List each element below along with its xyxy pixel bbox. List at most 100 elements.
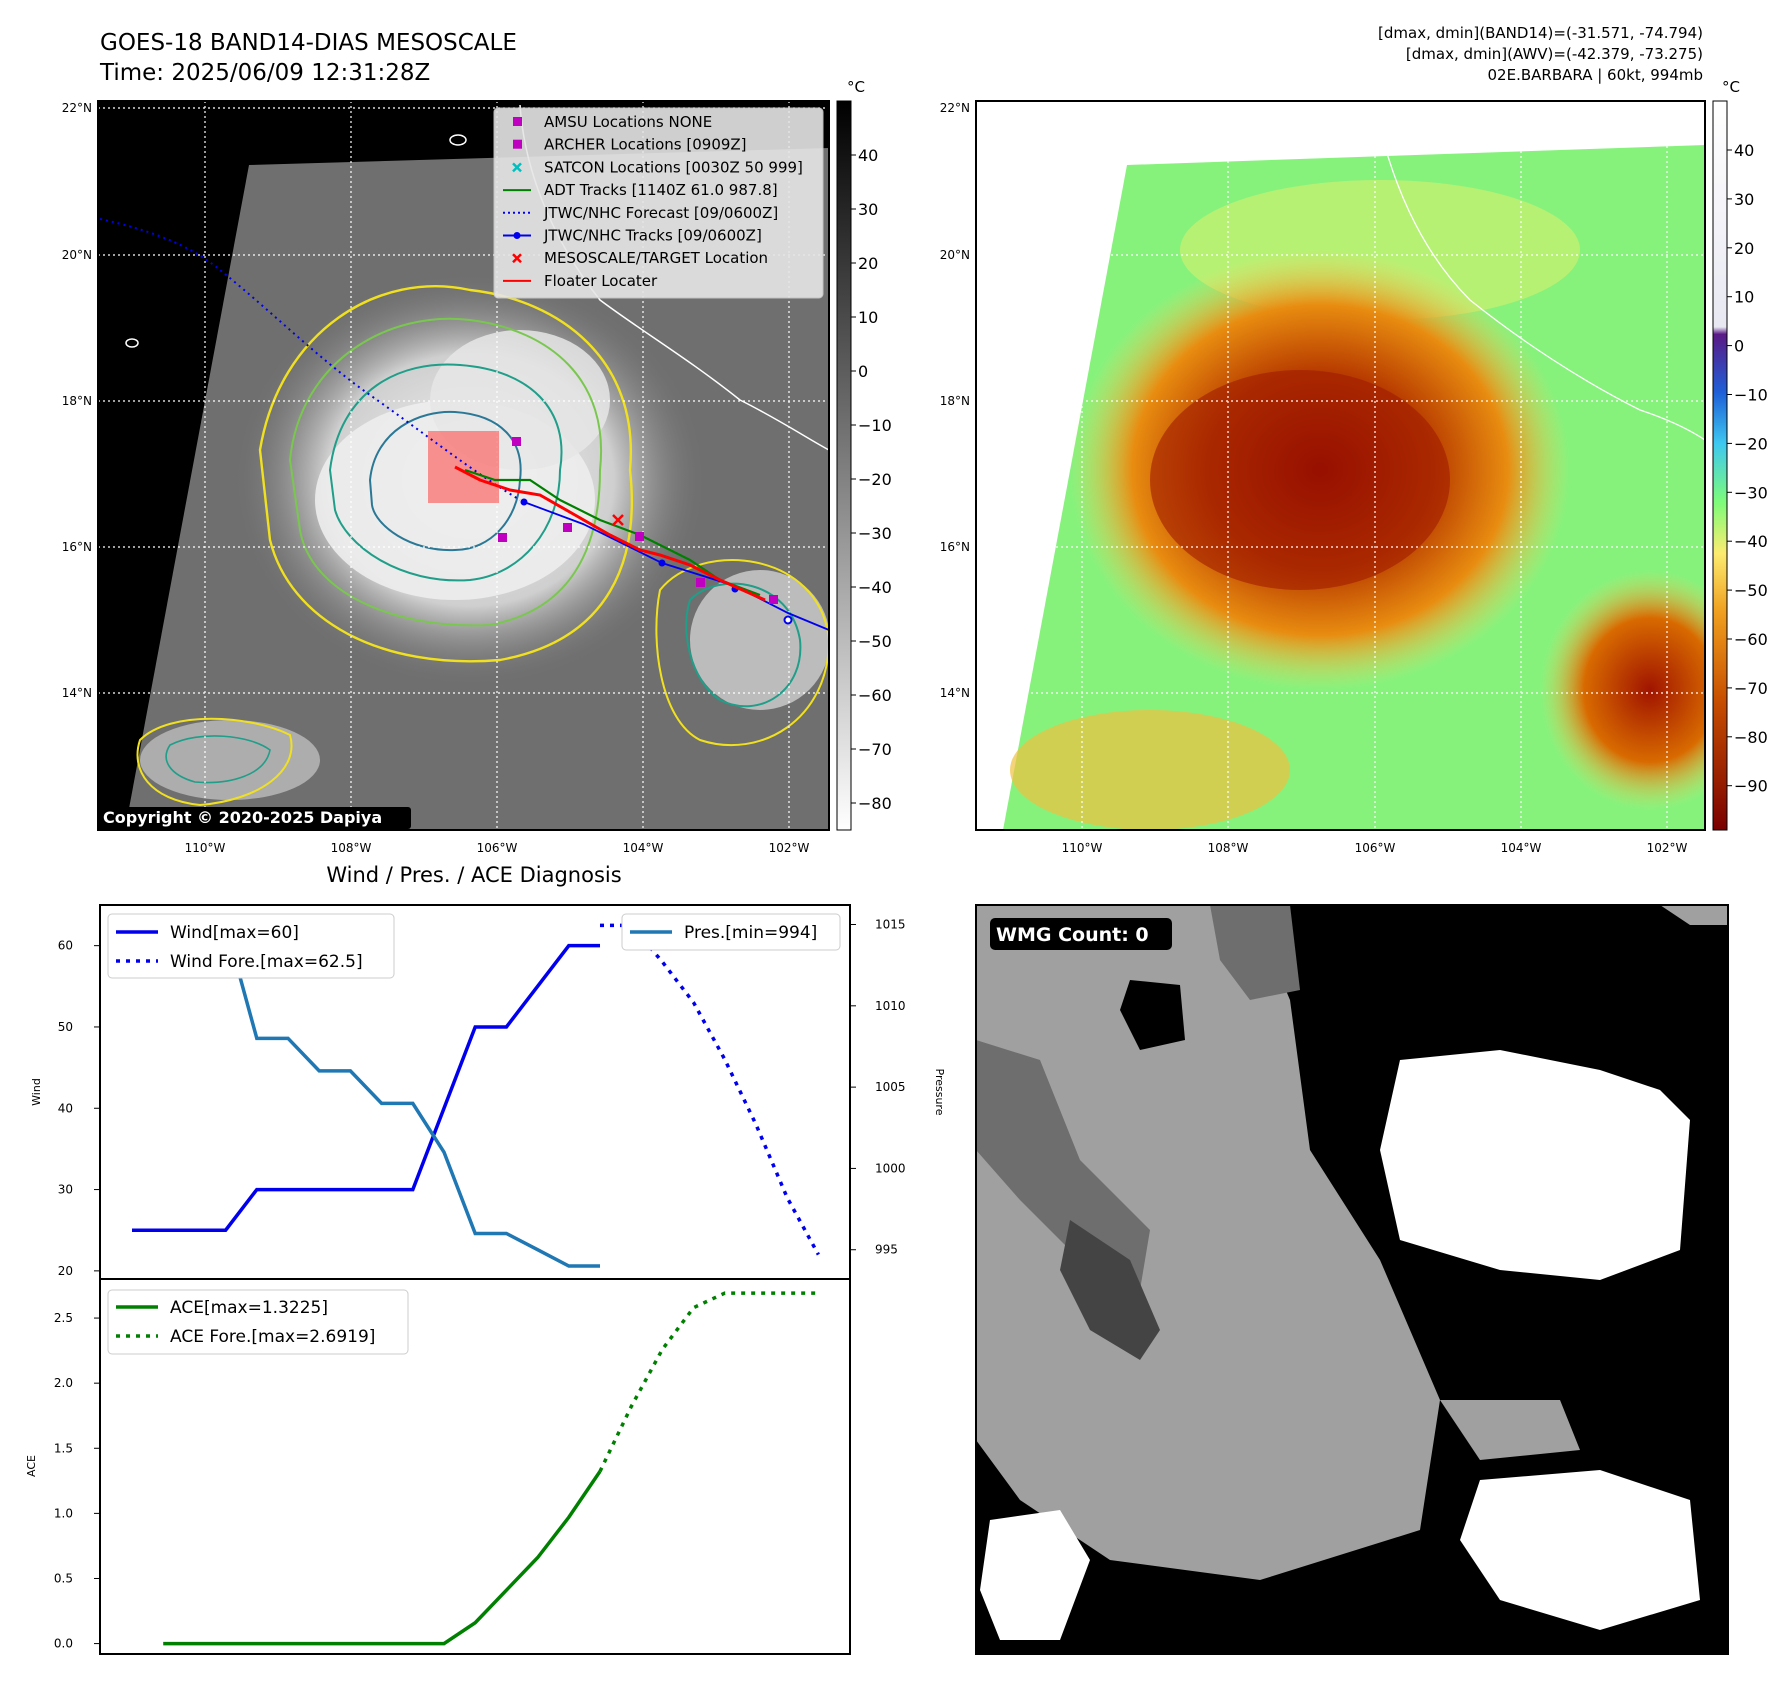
map-legend-label: MESOSCALE/TARGET Location [544,249,768,267]
lat-label: 20°N [62,248,92,262]
lon-label: 106°W [477,841,518,855]
lon-label: 104°W [1501,841,1542,855]
wmg-count-label: WMG Count: 0 [996,924,1149,946]
lat-label: 20°N [940,248,970,262]
lon-label: 110°W [1062,841,1103,855]
ace-ytick-label: 1.0 [54,1506,73,1520]
floater-track [454,465,766,602]
ace-legend-box [107,1289,409,1355]
ace-ytick-label: 2.5 [54,1311,73,1325]
lon-label: 102°W [769,841,810,855]
ace-ytick-label: 0.5 [54,1571,73,1585]
pressure-axis-label: Pressure [933,1069,946,1116]
figure-title-line2: Time: 2025/06/09 12:31:28Z [99,60,430,86]
ir-contour-green [288,317,603,627]
wind-legend-label: Wind Fore.[max=62.5] [170,952,363,972]
ace-ytick-label: 2.0 [54,1376,73,1390]
lat-label: 16°N [940,540,970,554]
pressure-ytick-label: 1005 [875,1080,906,1094]
ir-colorbar-unit: °C [847,78,865,96]
ir-map-panel: AMSU Locations NONE ARCHER Locations [090… [98,101,829,830]
lon-label: 108°W [1208,841,1249,855]
ace-series-0-line [163,1470,602,1646]
ace-chart: ACE 0.0 0.5 1.0 1.5 2.0 2.5 ACE[max=1.3225] AC… [25,1278,851,1655]
ace-axis-label: ACE [25,1455,38,1477]
ir-cbar-tick-label: −40 [858,578,892,597]
wind-legend-box [107,913,395,979]
awv-cbar-tick-label: −70 [1734,679,1768,698]
lat-label: 14°N [62,686,92,700]
pressure-ytick-label: 1010 [875,999,906,1013]
wind-ytick-label: 60 [58,939,73,953]
awv-cbar-tick-label: −50 [1734,581,1768,600]
awv-cbar-tick-label: −30 [1734,483,1768,502]
ir-cbar-tick-label: 40 [858,146,878,165]
ir-cbar-tick-label: 20 [858,254,878,273]
awv-cbar-tick-label: 40 [1734,141,1754,160]
info-line3: 02E.BARBARA | 60kt, 994mb [1488,66,1703,84]
ir-cbar-tick-label: −50 [858,632,892,651]
ace-legend-label: ACE[max=1.3225] [170,1298,328,1318]
ir-cbar-tick-label: 0 [858,362,868,381]
ir-colorbar: °C 40 30 20 10 0 −10 −20 −30 −40 −50 −60 −70 −80 [836,78,892,831]
awv-cbar-tick-label: −10 [1734,386,1768,405]
ir-cbar-tick-label: 30 [858,200,878,219]
wind-axis-label: Wind [30,1078,43,1106]
ace-ytick-label: 0.0 [54,1637,73,1651]
wind-pressure-chart: Wind Pressure 20 30 40 50 60 995 1000 1005 1010 1… [30,904,946,1280]
pressure-ytick-label: 1000 [875,1161,906,1175]
lon-label: 106°W [1355,841,1396,855]
wind-ytick-label: 30 [58,1183,73,1197]
legend-marker-x [512,253,522,264]
pressure-ytick-label: 1015 [875,918,906,932]
awv-cbar-tick-label: −90 [1734,777,1768,796]
ir-cbar-tick-label: −80 [858,794,892,813]
ace-legend-label: ACE Fore.[max=2.6919] [170,1327,375,1347]
archer-markers [498,437,778,604]
awv-cbar-tick-label: 0 [1734,337,1744,356]
floater-box [428,431,499,503]
wind-ytick-label: 20 [58,1264,73,1278]
map-legend-label: JTWC/NHC Forecast [09/0600Z] [543,204,778,222]
info-line1: [dmax, dmin](BAND14)=(-31.571, -74.794) [1378,24,1703,42]
wmg-panel: WMG Count: 0 [976,905,1728,1654]
legend-marker-square [513,117,522,126]
jtwc-track [523,501,829,631]
wmg-gray-band [976,905,1440,1580]
wind-legend-label: Wind[max=60] [170,923,299,943]
ace-ytick-label: 1.5 [54,1441,73,1455]
ir-cbar-tick-label: 10 [858,308,878,327]
ir-lat-labels: 22°N 20°N 18°N 16°N 14°N [62,101,92,700]
lat-label: 22°N [62,101,92,115]
info-line2: [dmax, dmin](AWV)=(-42.379, -73.275) [1406,45,1703,63]
lat-label: 16°N [62,540,92,554]
awv-cbar-tick-label: −40 [1734,532,1768,551]
map-legend: AMSU Locations NONE ARCHER Locations [090… [493,107,824,299]
ir-cbar-tick-label: −70 [858,740,892,759]
lat-label: 18°N [940,394,970,408]
series-1-line [600,923,820,1256]
lon-label: 102°W [1647,841,1688,855]
ir-cbar-tick-label: −20 [858,470,892,489]
awv-cbar-tick-label: −80 [1734,728,1768,747]
legend-marker-dot [513,232,521,239]
copyright-label: Copyright © 2020-2025 Dapiya [103,808,382,827]
ir-cbar-tick-label: −10 [858,416,892,435]
ir-cbar-tick-label: −60 [858,686,892,705]
figure-title-line1: GOES-18 BAND14-DIAS MESOSCALE [100,30,517,56]
wmg-dark-zone [976,1040,1150,1290]
pressure-ytick-label: 995 [875,1243,898,1257]
legend-marker-x [512,162,522,173]
lon-label: 108°W [331,841,372,855]
map-legend-label: ADT Tracks [1140Z 61.0 987.8] [544,181,778,199]
map-legend-label: SATCON Locations [0030Z 50 999] [544,158,803,176]
awv-cbar-tick-label: −20 [1734,434,1768,453]
awv-colorbar-unit: °C [1722,78,1740,96]
pressure-legend-box [621,913,841,951]
lon-label: 110°W [185,841,226,855]
pressure-legend-label: Pres.[min=994] [684,923,817,943]
target-marker [612,514,624,526]
awv-colorbar: °C 40 30 20 10 0 −10 −20 −30 −40 −50 −60 −70 −80 −90 [1712,78,1768,831]
legend-marker-square [513,139,522,149]
